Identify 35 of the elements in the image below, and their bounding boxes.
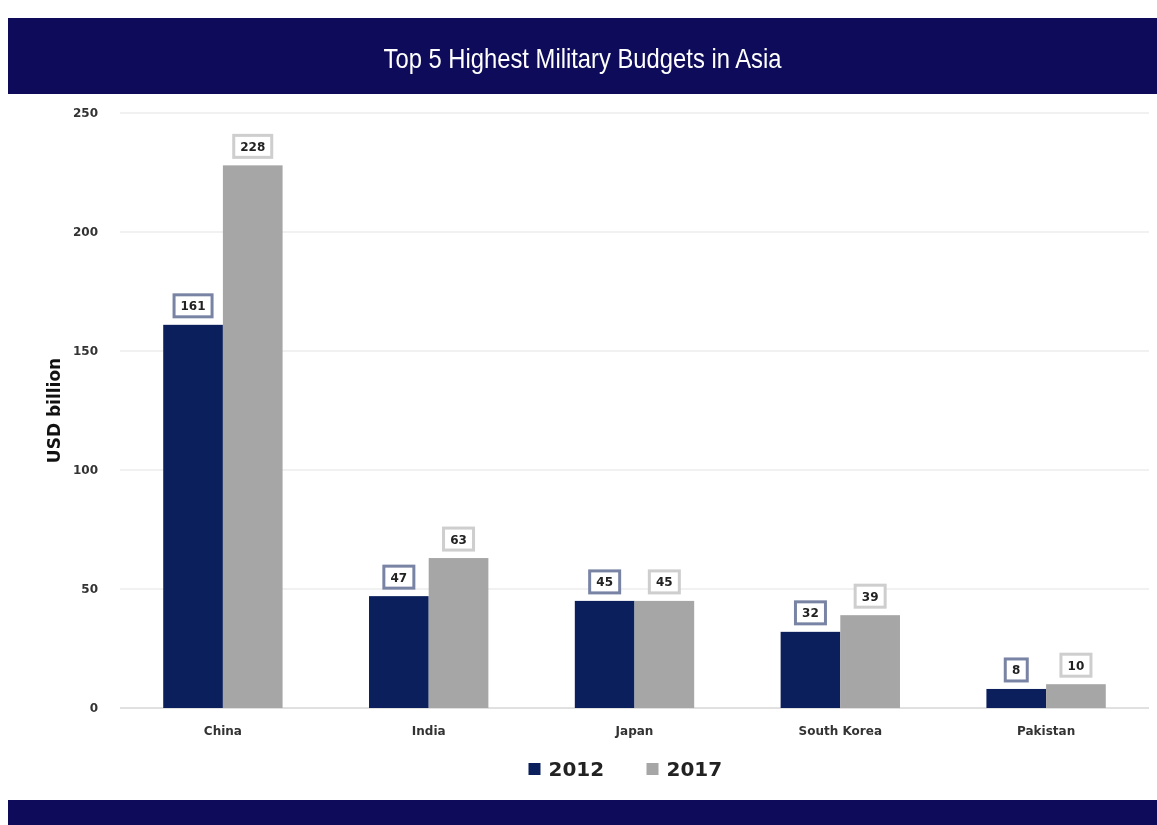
- data-label: 63: [450, 532, 467, 547]
- bar: [369, 596, 429, 708]
- x-tick-label: India: [411, 724, 446, 738]
- bar: [840, 615, 900, 708]
- data-label: 32: [802, 606, 819, 621]
- bar: [428, 558, 489, 708]
- data-label: 39: [861, 589, 879, 604]
- y-axis-title: USD billion: [44, 357, 64, 464]
- y-tick-label: 200: [72, 225, 98, 239]
- data-label: 45: [596, 575, 614, 590]
- x-tick-label: Pakistan: [1017, 724, 1076, 738]
- y-tick-label: 250: [72, 106, 98, 120]
- data-label: 8: [1012, 663, 1021, 678]
- y-tick-label: 150: [72, 344, 98, 358]
- data-label: 161: [180, 299, 206, 314]
- bar: [574, 600, 635, 708]
- y-tick-label: 50: [81, 582, 98, 596]
- bar: [1046, 684, 1106, 708]
- data-label: 47: [390, 570, 408, 585]
- data-label: 45: [655, 575, 673, 590]
- legend-label: 2012: [548, 757, 605, 781]
- legend-label: 2017: [666, 757, 723, 781]
- y-tick-label: 0: [89, 701, 98, 715]
- data-label: 10: [1067, 658, 1085, 673]
- x-tick-label: Japan: [614, 724, 654, 738]
- y-tick-label: 100: [72, 463, 98, 477]
- bar: [222, 165, 283, 708]
- x-tick-label: South Korea: [798, 724, 882, 738]
- bar: [634, 600, 695, 708]
- chart-title: Top 5 Highest Military Budgets in Asia: [383, 42, 782, 75]
- bar: [780, 631, 841, 708]
- x-tick-label: China: [203, 724, 242, 738]
- data-label: 228: [240, 139, 266, 154]
- bar: [163, 324, 223, 708]
- bar: [986, 688, 1047, 708]
